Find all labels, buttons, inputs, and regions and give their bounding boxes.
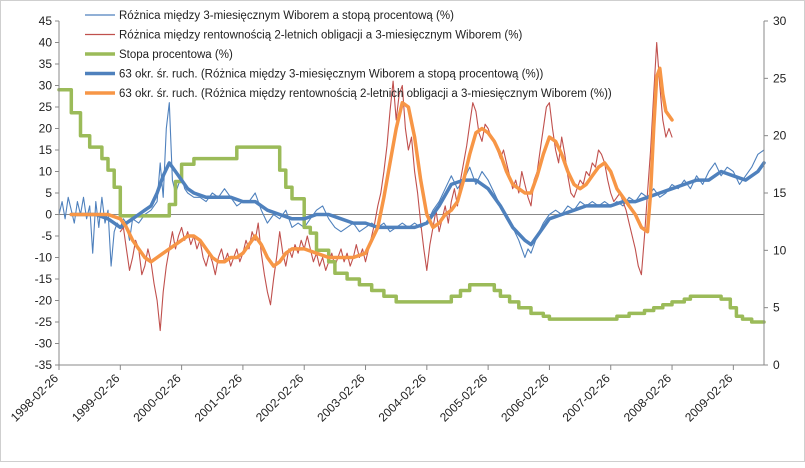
y-right-tick-label: 15 — [773, 186, 787, 200]
legend-label-1: Różnica między 3-miesięcznym Wiborem a s… — [119, 10, 454, 22]
legend-label-4: 63 okr. śr. ruch. (Różnica między 3-mies… — [119, 69, 544, 81]
series-line-2 — [119, 41, 673, 332]
x-tick-label: 2005-02-26 — [437, 371, 491, 425]
y-left-tick-label: 15 — [39, 143, 53, 157]
y-left-tick-label: -30 — [35, 337, 53, 351]
x-tick-label: 2003-02-26 — [314, 371, 368, 425]
series-line-5 — [69, 66, 674, 268]
y-left-tick-label: 35 — [39, 57, 53, 71]
y-right-tick-label: 10 — [773, 243, 787, 257]
y-left-tick-label: 5 — [45, 186, 52, 200]
x-tick-label: 2006-02-26 — [498, 371, 552, 425]
y-left-tick-label: -5 — [41, 229, 52, 243]
x-tick-label: 2002-02-26 — [253, 371, 307, 425]
y-left-tick-label: 45 — [39, 14, 53, 28]
y-left-tick-label: 30 — [39, 79, 53, 93]
series-line-4 — [69, 161, 766, 247]
y-right-tick-label: 30 — [773, 14, 787, 28]
legend-label-2: Różnica między rentownością 2-letnich ob… — [119, 30, 522, 42]
y-left-tick-label: 25 — [39, 100, 53, 114]
y-left-tick-label: -35 — [35, 358, 53, 372]
series-line-3 — [57, 88, 766, 324]
x-tick-label: 2004-02-26 — [376, 371, 430, 425]
y-left-tick-label: 10 — [39, 165, 53, 179]
y-right-tick-label: 20 — [773, 129, 787, 143]
y-left-tick-label: 0 — [45, 208, 52, 222]
x-tick-label: 2009-02-26 — [682, 371, 736, 425]
x-tick-label: 1999-02-26 — [69, 371, 123, 425]
x-tick-label: 2001-02-26 — [192, 371, 246, 425]
y-right-tick-label: 5 — [773, 301, 780, 315]
y-left-tick-label: -20 — [35, 294, 53, 308]
x-tick-label: 2000-02-26 — [130, 371, 184, 425]
x-tick-label: 2008-02-26 — [621, 371, 675, 425]
y-left-tick-label: -15 — [35, 272, 53, 286]
x-tick-label: 2007-02-26 — [560, 371, 614, 425]
y-left-tick-label: -25 — [35, 315, 53, 329]
y-right-tick-label: 25 — [773, 71, 787, 85]
legend-label-3: Stopa procentowa (%) — [119, 49, 233, 61]
y-left-tick-label: 20 — [39, 122, 53, 136]
y-left-tick-label: 40 — [39, 36, 53, 50]
x-tick-label: 1998-02-26 — [8, 371, 62, 425]
y-left-tick-label: -10 — [35, 251, 53, 265]
y-right-tick-label: 0 — [773, 358, 780, 372]
legend-label-5: 63 okr. śr. ruch. (Różnica między rentow… — [119, 88, 612, 100]
